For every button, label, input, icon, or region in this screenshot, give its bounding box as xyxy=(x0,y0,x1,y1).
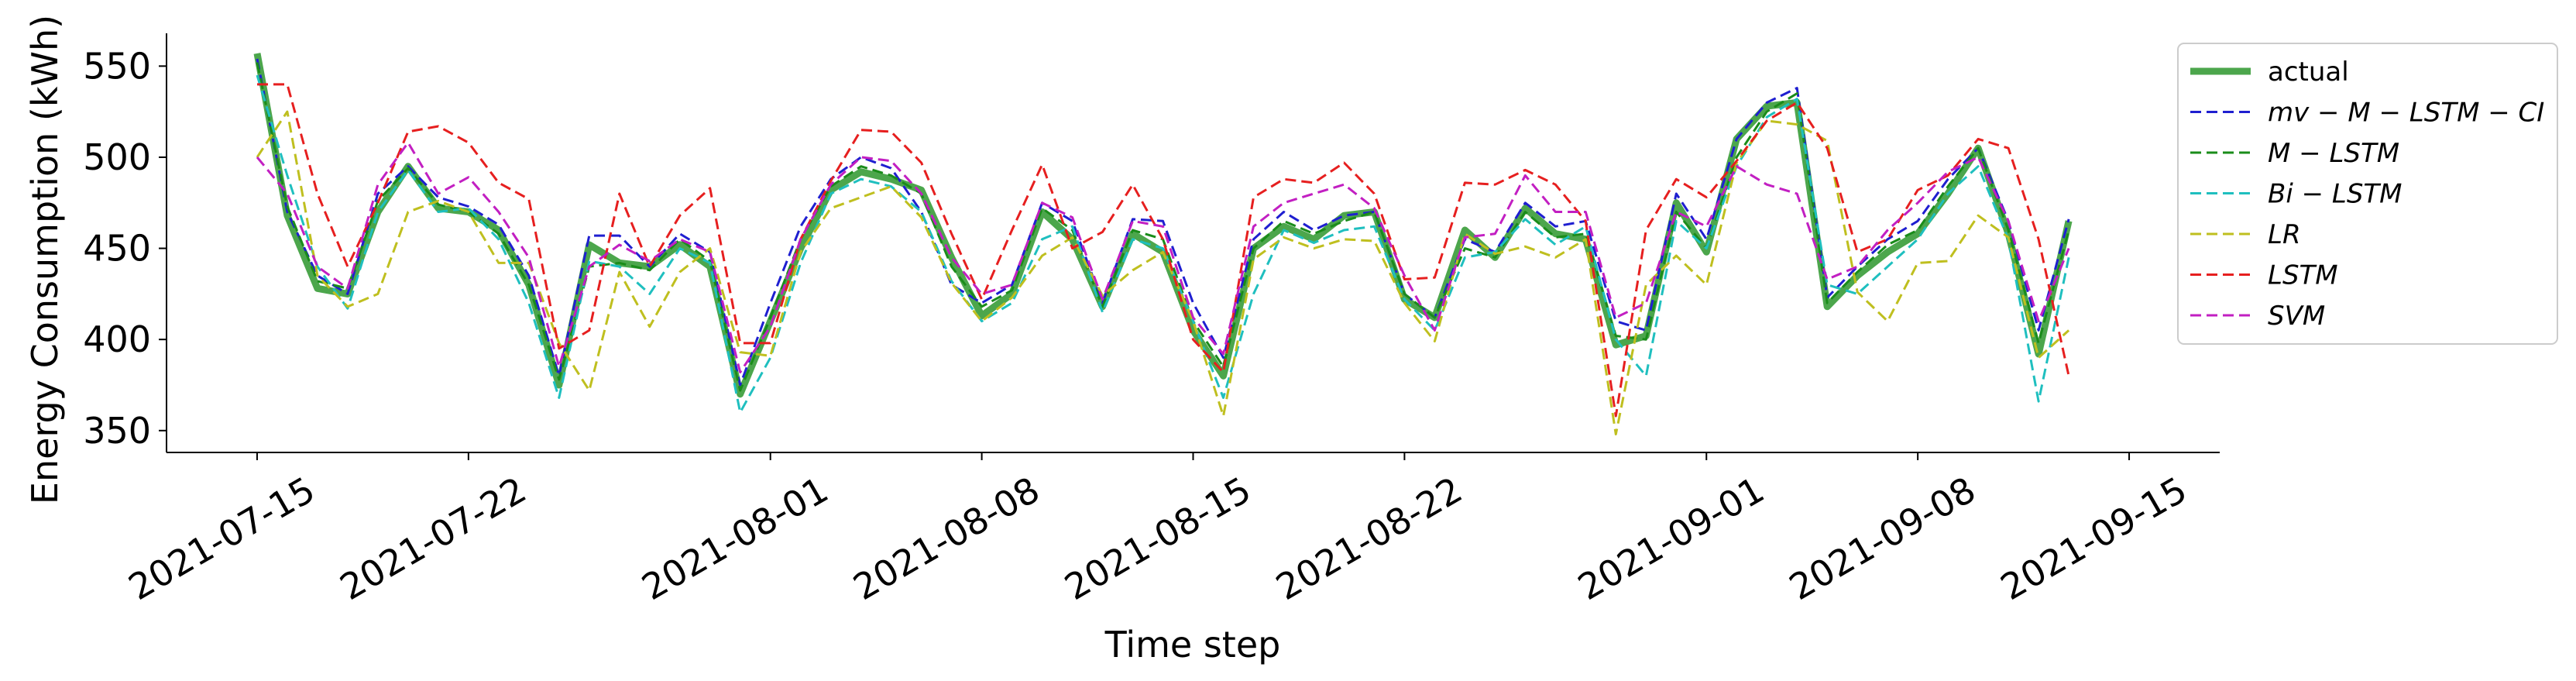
y-ticks: 350 400 450 500 550 xyxy=(83,45,167,452)
legend-label: actual xyxy=(2268,57,2349,88)
series-layer xyxy=(253,53,2073,435)
y-tick-label: 450 xyxy=(83,228,151,270)
series-line-lr xyxy=(256,110,2070,435)
legend-label: LR xyxy=(2268,219,2301,250)
x-tick-label: 2021-08-22 xyxy=(1269,469,1469,608)
x-tick-label: 2021-09-08 xyxy=(1782,469,1983,608)
series-line-bi-lstm xyxy=(256,74,2070,414)
y-tick-label: 550 xyxy=(83,45,151,87)
legend-label: LSTM xyxy=(2268,260,2338,291)
series-line-mv-m-lstm-ci xyxy=(256,58,2070,387)
x-tick-label: 2021-08-15 xyxy=(1057,469,1258,608)
series-line-svm xyxy=(256,141,2070,373)
legend-label: mv − M − LSTM − CI xyxy=(2268,98,2544,129)
x-tick-label: 2021-09-01 xyxy=(1571,469,1771,608)
x-tick-label: 2021-08-01 xyxy=(635,469,836,608)
series-line-lstm xyxy=(257,83,2070,418)
x-tick-label: 2021-07-22 xyxy=(333,469,534,608)
y-tick-label: 350 xyxy=(83,410,151,452)
axes xyxy=(166,33,2220,453)
y-axis-title: Energy Consumption (kWh) xyxy=(24,15,66,504)
y-tick-label: 500 xyxy=(83,136,151,178)
legend-label: SVM xyxy=(2268,301,2325,332)
y-tick-label: 400 xyxy=(83,318,151,360)
legend: actual mv − M − LSTM − CI M − LSTM Bi − LST… xyxy=(2177,43,2558,345)
x-tick-label: 2021-08-08 xyxy=(847,469,1047,608)
legend-frame xyxy=(2177,43,2558,345)
x-tick-label: 2021-07-15 xyxy=(122,469,322,608)
x-tick-label: 2021-09-15 xyxy=(1994,469,2194,608)
legend-label: Bi − LSTM xyxy=(2268,179,2403,210)
legend-label: M − LSTM xyxy=(2268,138,2399,169)
x-axis-title: Time step xyxy=(1104,624,1281,666)
x-ticks: 2021-07-15 2021-07-22 2021-08-01 2021-08-08… xyxy=(122,452,2194,608)
